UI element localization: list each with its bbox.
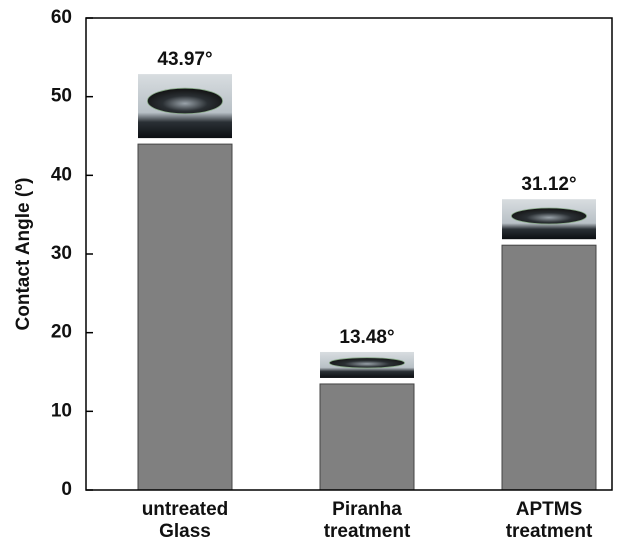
- droplet: [510, 207, 587, 225]
- droplet: [328, 357, 405, 369]
- x-tick-label: treatment: [324, 521, 411, 542]
- bar: [137, 143, 233, 491]
- bar: [501, 244, 597, 491]
- value-label: 31.12°: [521, 174, 576, 195]
- y-tick-label: 50: [51, 86, 72, 107]
- x-tick-label: untreated: [142, 499, 229, 520]
- y-axis-label: Contact Angle (º): [13, 178, 34, 331]
- x-tick-label: Glass: [159, 521, 211, 542]
- droplet: [146, 87, 223, 115]
- y-tick-label: 40: [51, 164, 72, 185]
- plot-frame: [85, 17, 613, 491]
- value-label: 43.97°: [157, 49, 212, 70]
- x-tick-label: APTMS: [516, 499, 583, 520]
- y-tick-label: 20: [51, 322, 72, 343]
- x-tick-label: Piranha: [332, 499, 402, 520]
- x-tick-label: treatment: [506, 521, 593, 542]
- y-tick-label: 60: [51, 7, 72, 28]
- y-tick-label: 10: [51, 400, 72, 421]
- y-tick-label: 0: [61, 479, 72, 500]
- y-tick-label: 30: [51, 243, 72, 264]
- bar: [319, 383, 415, 491]
- value-label: 13.48°: [339, 327, 394, 348]
